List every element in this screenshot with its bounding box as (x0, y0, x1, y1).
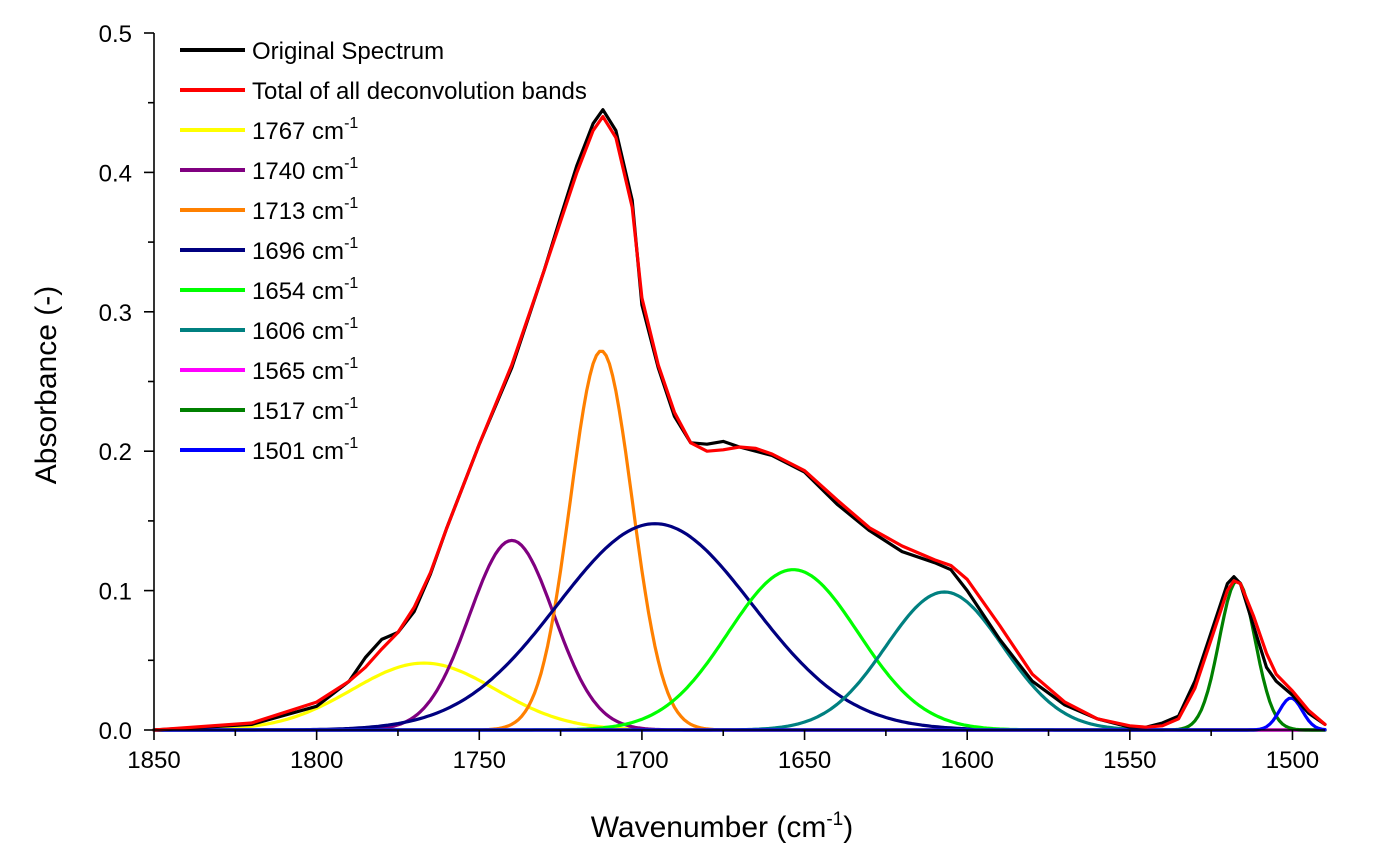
legend-label: Original Spectrum (252, 38, 444, 65)
legend-label-value: 1696 cm (252, 238, 344, 265)
legend-item: Total of all deconvolution bands (180, 78, 587, 105)
y-tick-label: 0.3 (99, 300, 132, 327)
legend-label: 1713 cm-1 (252, 195, 358, 225)
legend-label: 1696 cm-1 (252, 235, 358, 265)
legend-label-exp: -1 (344, 315, 358, 332)
legend-label-value: 1517 cm (252, 398, 344, 425)
x-tick-label: 1750 (453, 747, 506, 774)
x-tick-label: 1850 (127, 747, 180, 774)
legend-item: 1696 cm-1 (180, 235, 358, 265)
legend-item: Original Spectrum (180, 38, 444, 65)
x-axis-title-base: Wavenumber (591, 811, 768, 843)
x-axis-title-paren-open: ( (776, 811, 786, 843)
legend-label-exp: -1 (344, 235, 358, 252)
legend-label-value: 1767 cm (252, 118, 344, 145)
x-tick-label: 1700 (615, 747, 668, 774)
legend-item: 1767 cm-1 (180, 115, 358, 145)
legend-label-exp: -1 (344, 355, 358, 372)
legend-label: 1501 cm-1 (252, 435, 358, 465)
series-line-1606-band (152, 590, 1327, 732)
x-tick-label: 1500 (1266, 747, 1319, 774)
x-axis-title-paren-close: ) (843, 811, 853, 843)
legend: Original Spectrum Total of all deconvolut… (180, 38, 587, 465)
legend-label-exp: -1 (344, 275, 358, 292)
legend-label-value: 1606 cm (252, 318, 344, 345)
legend-label: 1654 cm-1 (252, 275, 358, 305)
legend-item: 1740 cm-1 (180, 155, 358, 185)
legend-item: 1517 cm-1 (180, 395, 358, 425)
legend-label-exp: -1 (344, 155, 358, 172)
legend-label-value: 1501 cm (252, 438, 344, 465)
legend-item: 1713 cm-1 (180, 195, 358, 225)
legend-label-exp: -1 (344, 115, 358, 132)
x-axis-title-unit-exp: -1 (826, 809, 843, 830)
legend-label-value: 1713 cm (252, 198, 344, 225)
legend-label: 1565 cm-1 (252, 355, 358, 385)
legend-label-value: 1654 cm (252, 278, 344, 305)
legend-label: 1740 cm-1 (252, 155, 358, 185)
x-axis-title: Wavenumber (cm-1) (591, 809, 854, 843)
series-line-1696-band (152, 522, 1327, 732)
legend-label-value: 1565 cm (252, 358, 344, 385)
legend-label: Total of all deconvolution bands (252, 78, 587, 105)
legend-label-exp: -1 (344, 195, 358, 212)
x-tick-label: 1800 (290, 747, 343, 774)
ticks-layer: 1850 1800 1750 1700 1650 1600 1550 1500 0.0 0.1 0.… (99, 21, 1320, 774)
y-tick-label: 0.2 (99, 439, 132, 466)
y-tick-label: 0.0 (99, 718, 132, 745)
y-tick-label: 0.5 (99, 21, 132, 48)
legend-label: 1767 cm-1 (252, 115, 358, 145)
x-tick-label: 1600 (940, 747, 993, 774)
y-axis-title: Absorbance (-) (30, 286, 63, 484)
series-line-1654-band (152, 568, 1327, 732)
legend-label-exp: -1 (344, 395, 358, 412)
legend-item: 1565 cm-1 (180, 355, 358, 385)
x-axis-title-unit: cm (786, 811, 826, 843)
legend-item: 1654 cm-1 (180, 275, 358, 305)
legend-label-value: 1740 cm (252, 158, 344, 185)
legend-label-exp: -1 (344, 435, 358, 452)
legend-item: 1606 cm-1 (180, 315, 358, 345)
x-tick-label: 1550 (1103, 747, 1156, 774)
series-line-1517-band (152, 579, 1327, 732)
x-tick-label: 1650 (778, 747, 831, 774)
legend-label: 1606 cm-1 (252, 315, 358, 345)
y-tick-label: 0.1 (99, 579, 132, 606)
y-tick-label: 0.4 (99, 160, 132, 187)
legend-item: 1501 cm-1 (180, 435, 358, 465)
series-line-total-deconvolution (152, 115, 1327, 732)
legend-label: 1517 cm-1 (252, 395, 358, 425)
